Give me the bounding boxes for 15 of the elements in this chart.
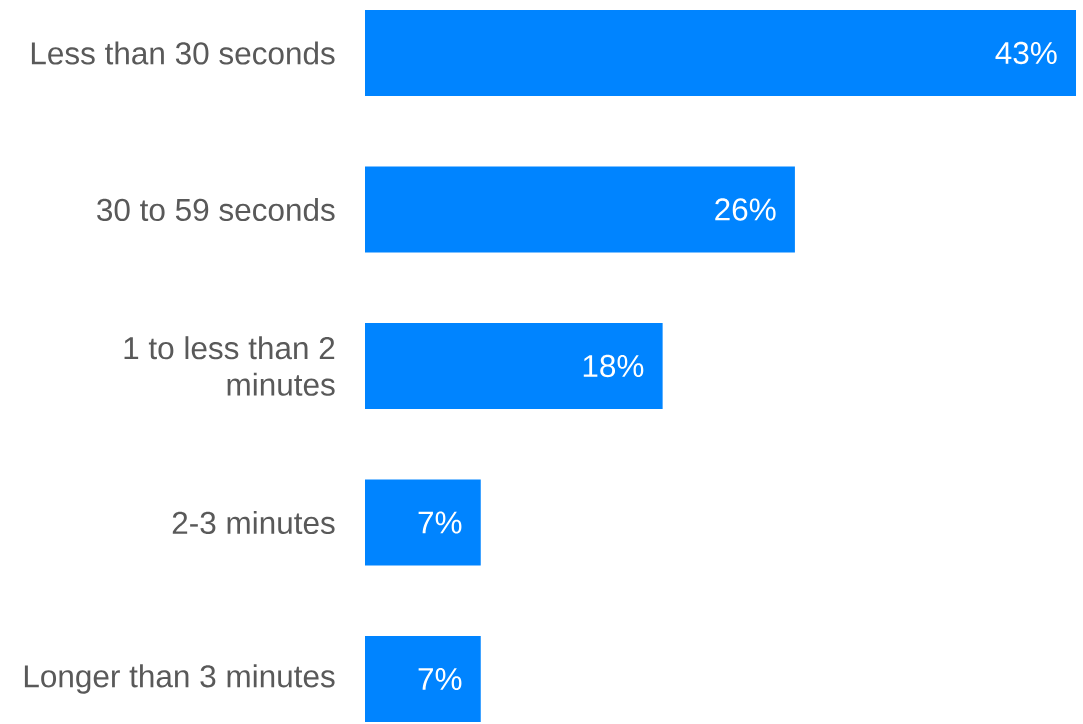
bar [365, 166, 795, 253]
y-tick-label: 30 to 59 seconds [97, 197, 335, 222]
data-label: 26% [715, 198, 776, 221]
bar [365, 636, 481, 723]
bar [365, 479, 481, 566]
data-label: 7% [418, 511, 462, 534]
data-label: 7% [418, 667, 462, 691]
y-tick-label: 1 to less than 2 minutes [124, 336, 335, 396]
data-label: 43% [995, 41, 1057, 65]
y-tick-label: Less than 30 seconds [31, 41, 335, 65]
bar [365, 323, 663, 410]
y-tick-label: 2-3 minutes [172, 510, 335, 535]
bar [365, 10, 1077, 97]
data-label: 18% [583, 354, 644, 378]
y-tick-label: Longer than 3 minutes [24, 664, 335, 694]
